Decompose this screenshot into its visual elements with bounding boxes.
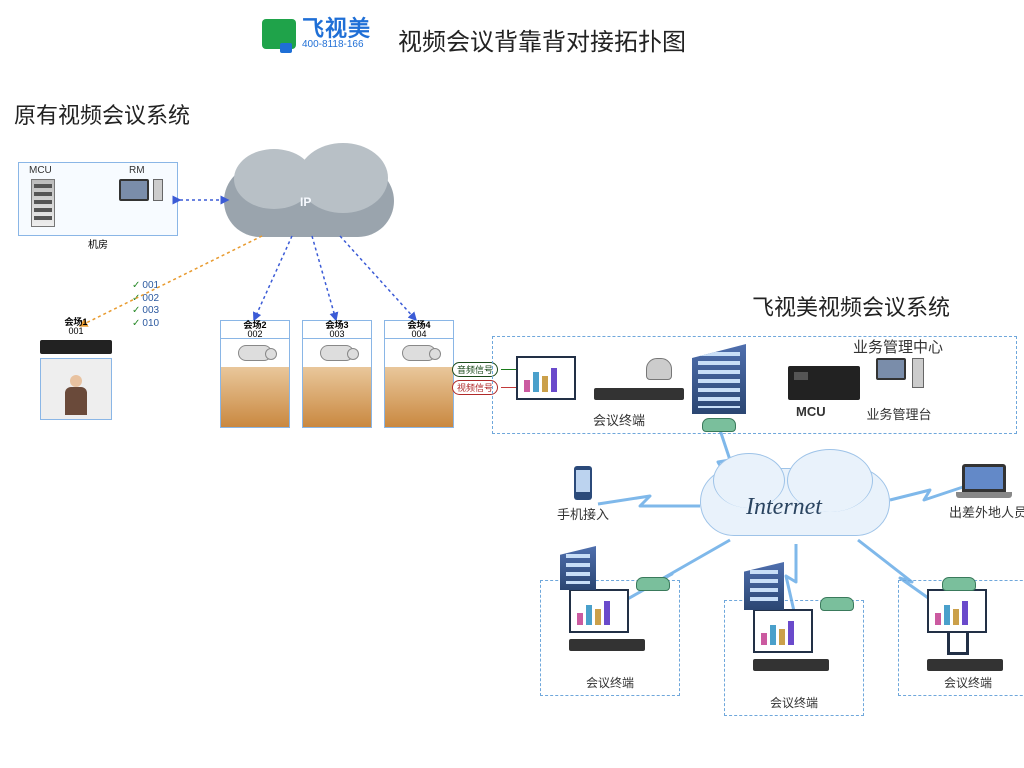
site1-box xyxy=(40,358,112,420)
ip-cloud-label: IP xyxy=(300,195,311,209)
brand-logo: 飞视美 400-8118-166 xyxy=(262,18,371,50)
screen-stand-icon xyxy=(947,633,969,655)
pc-tower-icon xyxy=(153,179,163,201)
right-section-title: 飞视美视频会议系统 xyxy=(752,290,950,322)
mgmt-desk-icon xyxy=(876,358,906,380)
phone-access-label: 手机接入 xyxy=(548,504,618,523)
display-screen-icon xyxy=(569,589,629,633)
site1-person-icon xyxy=(41,359,111,419)
terminal-label: 会议终端 xyxy=(541,674,679,691)
terminal-device-icon xyxy=(753,659,829,671)
terminal-label: 会议终端 xyxy=(899,674,1024,691)
left-section-title: 原有视频会议系统 xyxy=(14,98,190,130)
router-icon xyxy=(702,418,736,432)
internet-label: Internet xyxy=(746,494,822,521)
building-icon xyxy=(560,546,596,590)
display-screen-icon xyxy=(927,589,987,633)
router-icon xyxy=(942,577,976,591)
site2-box: 会场2002 xyxy=(220,320,290,428)
logo-icon xyxy=(262,19,296,49)
site1-header: 会场1001 xyxy=(40,318,112,336)
camera-icon xyxy=(238,345,272,361)
code-item: 002 xyxy=(132,293,159,306)
code-list: 001 002 003 010 xyxy=(132,280,159,330)
code-item: 010 xyxy=(132,318,159,331)
display-screen-icon xyxy=(753,609,813,653)
pc-tower-icon xyxy=(912,358,924,388)
router-icon xyxy=(636,577,670,591)
camera-icon xyxy=(646,358,672,380)
mcu-device-icon xyxy=(788,366,860,400)
server-rack-icon xyxy=(31,179,55,227)
camera-icon xyxy=(402,345,436,361)
mcu-label: MCU xyxy=(796,404,826,419)
brand-name: 飞视美 xyxy=(302,18,371,40)
machine-room-caption: 机房 xyxy=(19,236,177,251)
brand-phone: 400-8118-166 xyxy=(302,40,371,50)
camera-icon xyxy=(320,345,354,361)
code-item: 003 xyxy=(132,305,159,318)
terminal-label: 会议终端 xyxy=(584,410,654,429)
terminal-device-icon xyxy=(569,639,645,651)
page-title: 视频会议背靠背对接拓扑图 xyxy=(398,22,686,57)
machine-room-box: MCU RM 机房 xyxy=(18,162,178,236)
site3-image xyxy=(303,367,371,427)
laptop-icon xyxy=(962,464,1006,492)
terminal-device-icon xyxy=(594,388,684,400)
mgmt-desk-label: 业务管理台 xyxy=(864,404,934,423)
business-center-label: 业务管理中心 xyxy=(838,336,958,357)
site3-code: 003 xyxy=(329,329,344,339)
phone-icon xyxy=(574,466,592,500)
router-icon xyxy=(820,597,854,611)
site3-box: 会场3003 xyxy=(302,320,372,428)
site2-code: 002 xyxy=(247,329,262,339)
site4-image xyxy=(385,367,453,427)
terminal-box-1: 会议终端 xyxy=(540,580,680,696)
code-item: 001 xyxy=(132,280,159,293)
site4-box: 会场4004 xyxy=(384,320,454,428)
mcu-label: MCU xyxy=(29,165,52,176)
monitor-icon xyxy=(119,179,149,201)
building-icon xyxy=(744,562,784,610)
rm-label: RM xyxy=(129,165,145,176)
terminal-label: 会议终端 xyxy=(725,694,863,711)
terminal-box-2: 会议终端 xyxy=(724,600,864,716)
site2-image xyxy=(221,367,289,427)
terminal-box-3: 会议终端 xyxy=(898,580,1024,696)
site1-device-icon xyxy=(40,340,112,354)
site4-code: 004 xyxy=(411,329,426,339)
display-screen-icon xyxy=(516,356,576,400)
terminal-device-icon xyxy=(927,659,1003,671)
remote-person-label: 出差外地人员 xyxy=(938,502,1024,521)
